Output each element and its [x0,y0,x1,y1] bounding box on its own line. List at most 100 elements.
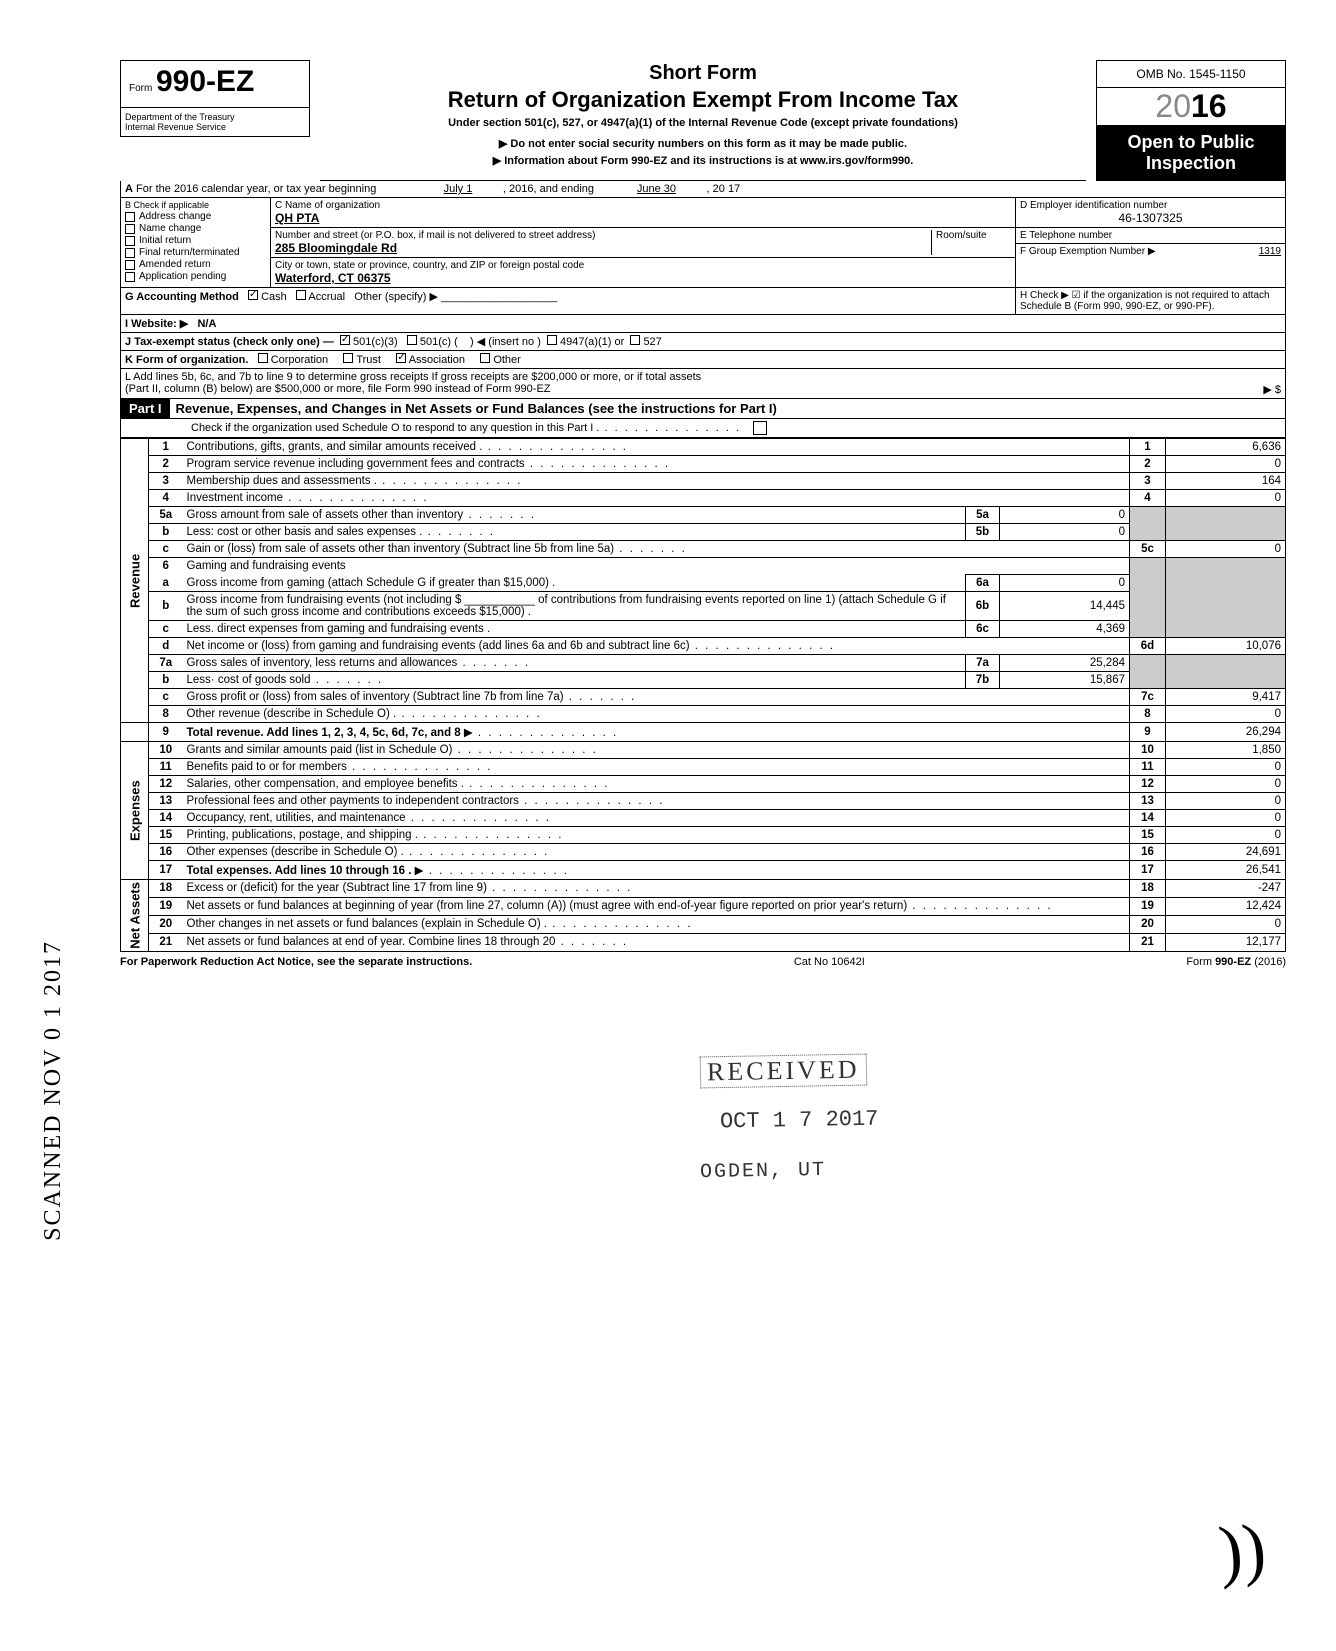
shade-7 [1130,655,1166,689]
chk-assoc[interactable] [396,353,406,363]
chk-501c[interactable] [407,335,417,345]
chk-527[interactable] [630,335,640,345]
shade-7v [1166,655,1286,689]
chk-amended-return[interactable] [125,260,135,270]
ln13-num: 13 [149,793,183,810]
chk-final-return[interactable] [125,248,135,258]
short-form-title: Short Form [324,62,1082,85]
ln3-num: 3 [149,473,183,490]
ln21-box: 21 [1130,933,1166,951]
ln12-val: 0 [1166,776,1286,793]
ln3-box: 3 [1130,473,1166,490]
lbl-corp: Corporation [271,354,328,366]
date-stamp: OCT 1 7 2017 [720,1107,879,1135]
ln4-num: 4 [149,490,183,507]
ln14-val: 0 [1166,810,1286,827]
ln19-box: 19 [1130,897,1166,915]
year-box: 2016 [1096,88,1286,126]
scanned-stamp: SCANNED NOV 0 1 2017 [40,940,67,1241]
chk-cash[interactable] [248,290,258,300]
chk-accrual[interactable] [296,290,306,300]
ln6a-mval: 0 [1000,575,1130,592]
ln15-val: 0 [1166,827,1286,844]
ln2-desc: Program service revenue including govern… [183,456,1130,473]
i-label: I Website: ▶ [125,318,188,330]
lbl-initial-return: Initial return [139,235,191,246]
ln12-box: 12 [1130,776,1166,793]
chk-initial-return[interactable] [125,236,135,246]
footer: For Paperwork Reduction Act Notice, see … [120,956,1286,968]
ln1-num: 1 [149,439,183,456]
ln16-box: 16 [1130,844,1166,861]
chk-name-change[interactable] [125,224,135,234]
ln4-val: 0 [1166,490,1286,507]
chk-address-change[interactable] [125,212,135,222]
ln10-num: 10 [149,742,183,759]
lbl-assoc: Association [409,354,465,366]
row-gh: G Accounting Method Cash Accrual Other (… [120,288,1286,315]
ln6b-mval: 14,445 [1000,592,1130,621]
col-b: B Check if applicable Address change Nam… [121,198,271,287]
chk-trust[interactable] [343,353,353,363]
lbl-application-pending: Application pending [139,271,226,282]
ln5b-mval: 0 [1000,524,1130,541]
lbl-accrual: Accrual [308,291,345,303]
shade-5 [1130,507,1166,541]
do-not-enter: ▶ Do not enter social security numbers o… [324,137,1082,150]
ln6c-desc: Less. direct expenses from gaming and fu… [183,621,966,638]
chk-application-pending[interactable] [125,272,135,282]
ln5c-val: 0 [1166,541,1286,558]
form-number-box: Form 990-EZ [120,60,310,108]
ln20-desc: Other changes in net assets or fund bala… [183,915,1130,933]
ln6c-num: c [149,621,183,638]
ln11-val: 0 [1166,759,1286,776]
ln10-desc: Grants and similar amounts paid (list in… [183,742,1130,759]
ln8-box: 8 [1130,706,1166,723]
ln13-box: 13 [1130,793,1166,810]
ln5b-desc: Less: cost or other basis and sales expe… [183,524,966,541]
ln5b-num: b [149,524,183,541]
ln11-desc: Benefits paid to or for members [183,759,1130,776]
ln1-val: 6,636 [1166,439,1286,456]
chk-corp[interactable] [258,353,268,363]
part1-checkbox[interactable] [753,421,767,435]
ln9-desc: Total revenue. Add lines 1, 2, 3, 4, 5c,… [183,723,1130,742]
lbl-501c-b: ) ◀ (insert no ) [470,336,541,348]
chk-4947[interactable] [547,335,557,345]
ln12-num: 12 [149,776,183,793]
ln16-num: 16 [149,844,183,861]
omb-box: OMB No. 1545-1150 [1096,60,1286,88]
return-title: Return of Organization Exempt From Incom… [324,87,1082,113]
f-label: F Group Exemption Number ▶ [1020,246,1156,257]
ln9-box: 9 [1130,723,1166,742]
part1-sub-row: Check if the organization used Schedule … [120,419,1286,438]
f-val: 1319 [1259,246,1281,257]
dept-line-1: Department of the Treasury [125,112,305,122]
ln9-desc-b: Total revenue. Add lines 1, 2, 3, 4, 5c,… [187,727,461,739]
lbl-name-change: Name change [139,223,201,234]
financial-table: Revenue 1 Contributions, gifts, grants, … [120,438,1286,952]
ln3-desc: Membership dues and assessments . [183,473,1130,490]
ln5c-box: 5c [1130,541,1166,558]
ln20-num: 20 [149,915,183,933]
info-about: ▶ Information about Form 990-EZ and its … [324,154,1082,167]
ln17-box: 17 [1130,861,1166,880]
lbl-address-change: Address change [139,211,211,222]
ln6a-mid: 6a [966,575,1000,592]
chk-501c3[interactable] [340,335,350,345]
row-l: L Add lines 5b, 6c, and 7b to line 9 to … [120,369,1286,399]
city-label: City or town, state or province, country… [275,260,1011,271]
ln19-desc: Net assets or fund balances at beginning… [183,897,1130,915]
ln5c-desc: Gain or (loss) from sale of assets other… [183,541,1130,558]
ln14-num: 14 [149,810,183,827]
shade-6 [1130,558,1166,638]
ln18-val: -247 [1166,880,1286,898]
ln17-desc: Total expenses. Add lines 10 through 16 … [183,861,1130,880]
l-arrow: ▶ $ [1263,383,1281,396]
ln19-val: 12,424 [1166,897,1286,915]
side-net-assets: Net Assets [121,880,149,952]
ln2-val: 0 [1166,456,1286,473]
website-val: N/A [197,318,216,330]
form-label: Form [129,83,152,94]
chk-other-k[interactable] [480,353,490,363]
